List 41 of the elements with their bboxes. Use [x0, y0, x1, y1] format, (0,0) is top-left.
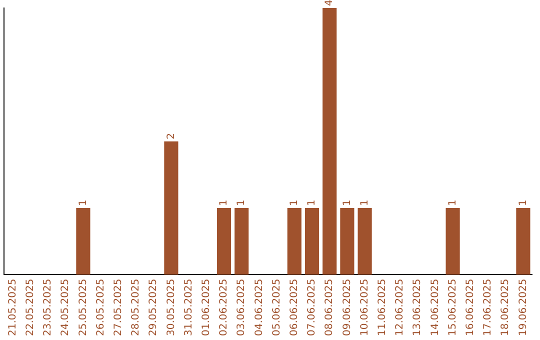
x-tick-label: 19.06.2025: [518, 278, 529, 336]
data-label: 1: [447, 200, 458, 206]
data-label: 4: [324, 0, 336, 6]
data-label: 2: [166, 132, 177, 140]
x-tick-label: 01.06.2025: [200, 278, 212, 336]
data-label: 1: [306, 200, 318, 206]
x-tick-label: 18.06.2025: [500, 278, 512, 336]
x-tick-label: 07.06.2025: [306, 278, 318, 336]
x-tick-label: 23.05.2025: [42, 278, 54, 336]
x-tick-label: 04.06.2025: [254, 278, 265, 336]
x-tick-label: 22.05.2025: [24, 278, 36, 336]
x-tick-label: 14.06.2025: [430, 278, 441, 336]
x-tick-label: 13.06.2025: [412, 278, 424, 336]
x-tick-label: 30.05.2025: [166, 278, 177, 336]
x-tick-label: 03.06.2025: [236, 278, 248, 336]
x-tick-label: 09.06.2025: [342, 278, 353, 336]
x-tick-label: 15.06.2025: [447, 278, 458, 336]
data-label: 1: [288, 200, 300, 206]
data-label: 1: [518, 200, 529, 206]
x-tick-label: 05.06.2025: [271, 278, 282, 336]
x-tick-label: 17.06.2025: [482, 278, 494, 336]
x-tick-label: 24.05.2025: [60, 278, 72, 336]
x-tick-label: 27.05.2025: [112, 278, 124, 336]
x-tick-label: 31.05.2025: [183, 278, 194, 336]
x-tick-label: 29.05.2025: [148, 278, 160, 336]
data-label: 1: [342, 200, 353, 206]
x-tick-label: 12.06.2025: [394, 278, 406, 336]
x-tick-label: 10.06.2025: [359, 278, 370, 336]
data-label: 1: [236, 200, 248, 206]
x-tick-label: 08.06.2025: [324, 278, 336, 336]
x-tick-label: 21.05.2025: [7, 278, 18, 336]
data-label: 1: [218, 200, 230, 206]
data-label: 1: [359, 200, 370, 206]
x-tick-label: 06.06.2025: [288, 278, 300, 336]
x-tick-label: 25.05.2025: [78, 278, 89, 336]
x-tick-label: 16.06.2025: [464, 278, 476, 336]
x-tick-label: 02.06.2025: [218, 278, 230, 336]
x-tick-label: 11.06.2025: [376, 278, 388, 336]
x-tick-label: 26.05.2025: [95, 278, 106, 336]
data-label: 1: [78, 200, 89, 206]
x-tick-label: 28.05.2025: [130, 278, 142, 336]
